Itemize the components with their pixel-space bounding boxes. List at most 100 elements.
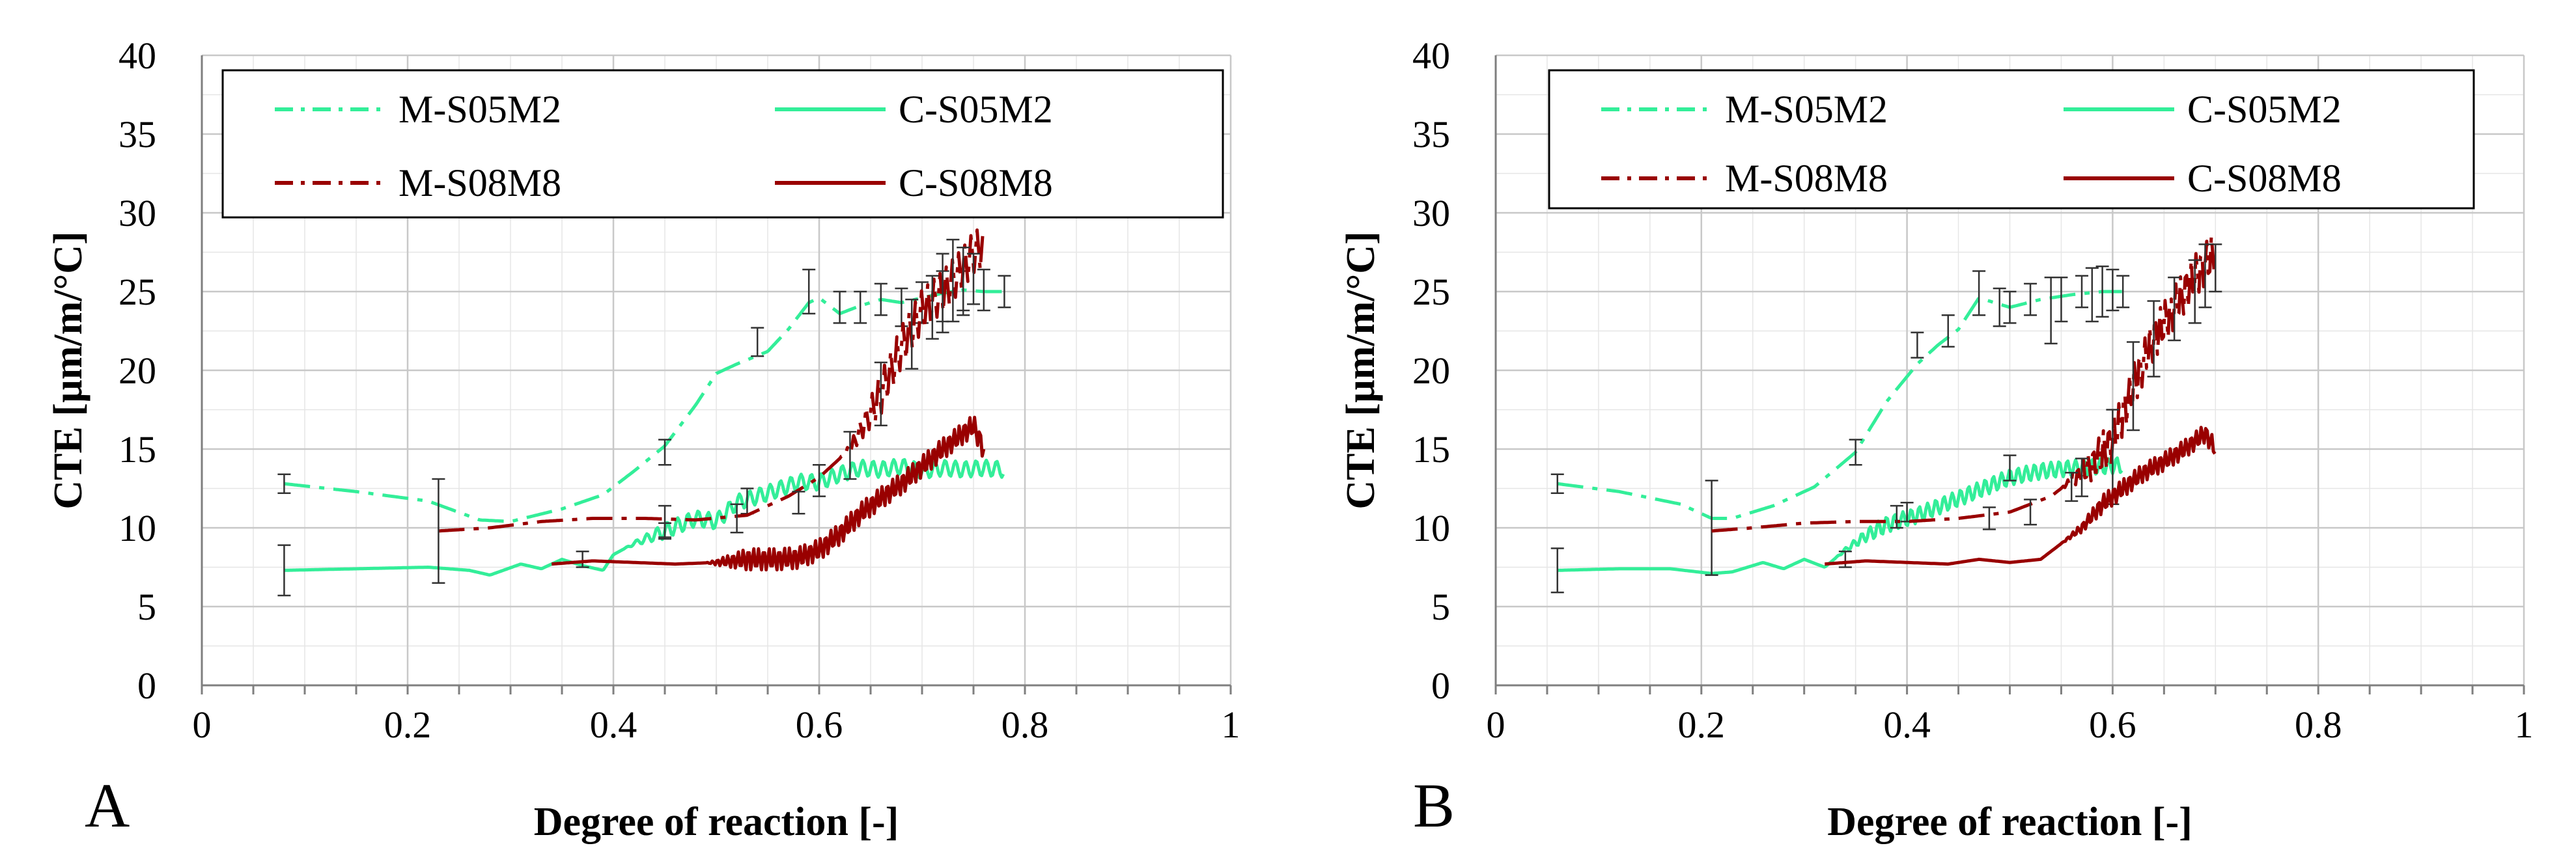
series-line-m-s05m2 bbox=[284, 288, 1003, 523]
error-bar bbox=[2147, 300, 2161, 377]
series-line-c-s08m8 bbox=[551, 415, 986, 571]
panel-label: A bbox=[85, 771, 130, 840]
x-tick-label: 0.6 bbox=[796, 704, 843, 746]
x-tick-label: 0.2 bbox=[1678, 704, 1726, 746]
error-bar bbox=[2116, 275, 2130, 308]
legend-label: C-S08M8 bbox=[899, 161, 1053, 204]
x-axis-title: Degree of reaction [-] bbox=[1827, 800, 2192, 844]
error-bar bbox=[1982, 506, 1996, 530]
x-tick-label: 1 bbox=[1222, 704, 1240, 746]
legend-label: C-S05M2 bbox=[2187, 88, 2342, 131]
series-line-m-s05m2 bbox=[1557, 290, 2122, 520]
error-bar bbox=[2188, 259, 2202, 324]
error-bar bbox=[2168, 276, 2181, 342]
error-bar bbox=[277, 544, 291, 597]
error-bar bbox=[874, 282, 888, 316]
legend-label: M-S05M2 bbox=[1725, 88, 1888, 131]
y-tick-label: 40 bbox=[119, 34, 156, 77]
legend-label: M-S08M8 bbox=[1725, 157, 1888, 200]
y-tick-label: 5 bbox=[137, 586, 156, 628]
error-bar bbox=[2054, 276, 2068, 323]
error-bar bbox=[998, 275, 1011, 308]
error-bar bbox=[2085, 267, 2099, 323]
series-line-c-s05m2 bbox=[284, 458, 1005, 577]
legend-box bbox=[1548, 69, 2475, 210]
error-bar bbox=[1550, 547, 1564, 594]
x-tick-label: 0.8 bbox=[2295, 704, 2342, 746]
error-bar bbox=[957, 246, 970, 312]
error-bar bbox=[874, 361, 888, 426]
error-bar bbox=[905, 298, 919, 370]
error-bar bbox=[1849, 439, 1862, 466]
error-bar bbox=[1890, 504, 1903, 529]
x-tick-label: 1 bbox=[2515, 704, 2534, 746]
y-tick-label: 35 bbox=[1412, 113, 1450, 156]
error-bar bbox=[895, 287, 908, 327]
y-tick-label: 0 bbox=[137, 664, 156, 707]
y-tick-label: 10 bbox=[119, 507, 156, 549]
error-bar bbox=[576, 551, 589, 568]
error-bar bbox=[2106, 268, 2120, 312]
error-bar bbox=[751, 327, 764, 357]
legend-label: C-S05M2 bbox=[899, 88, 1053, 131]
panel-label: B bbox=[1413, 771, 1455, 840]
y-tick-label: 40 bbox=[1412, 34, 1450, 77]
x-tick-label: 0.8 bbox=[1001, 704, 1049, 746]
legend-label: M-S08M8 bbox=[399, 161, 561, 204]
error-bar bbox=[2024, 282, 2037, 316]
y-axis-title: CTE [µm/m/°C] bbox=[46, 231, 91, 509]
x-tick-label: 0 bbox=[1487, 704, 1505, 746]
error-bar bbox=[2065, 472, 2079, 502]
error-bar bbox=[2095, 266, 2109, 318]
error-bar bbox=[2075, 275, 2089, 308]
error-bar bbox=[1911, 331, 1924, 359]
error-bar bbox=[977, 268, 990, 312]
error-bar bbox=[730, 503, 744, 534]
x-tick-label: 0.6 bbox=[2089, 704, 2136, 746]
error-bar bbox=[1993, 287, 2006, 327]
error-bar bbox=[802, 268, 816, 315]
error-bar bbox=[2075, 458, 2089, 497]
error-bar bbox=[2003, 290, 2017, 324]
error-bar bbox=[1705, 480, 1718, 576]
x-axis-title: Degree of reaction [-] bbox=[534, 800, 899, 844]
error-bar bbox=[843, 431, 857, 480]
error-bar bbox=[658, 439, 671, 466]
error-bar bbox=[2126, 341, 2140, 432]
x-tick-label: 0 bbox=[193, 704, 212, 746]
series-line-c-s08m8 bbox=[1825, 426, 2217, 566]
y-tick-label: 5 bbox=[1431, 586, 1450, 628]
error-bar bbox=[277, 473, 291, 495]
y-tick-label: 35 bbox=[119, 113, 156, 156]
error-bar bbox=[432, 478, 445, 584]
error-bar bbox=[1941, 314, 1955, 348]
y-tick-label: 10 bbox=[1412, 507, 1450, 549]
x-tick-label: 0.4 bbox=[1883, 704, 1931, 746]
error-bar bbox=[936, 253, 949, 334]
error-bar bbox=[946, 238, 960, 323]
y-tick-label: 20 bbox=[119, 349, 156, 392]
error-bar bbox=[2044, 276, 2058, 345]
y-tick-label: 30 bbox=[119, 192, 156, 234]
y-axis-title: CTE [µm/m/°C] bbox=[1339, 231, 1383, 509]
legend-label: C-S08M8 bbox=[2187, 157, 2342, 200]
legend-box bbox=[221, 69, 1224, 219]
x-tick-label: 0.4 bbox=[590, 704, 637, 746]
series-line-c-s05m2 bbox=[1557, 456, 2123, 575]
error-bar bbox=[1550, 473, 1564, 495]
legend-label: M-S05M2 bbox=[399, 88, 561, 131]
legend: M-S05M2 C-S05M2 M-S08M8 C-S08M8 bbox=[221, 69, 1224, 219]
error-bar bbox=[1972, 270, 1986, 316]
error-bar bbox=[2209, 243, 2222, 293]
y-tick-label: 15 bbox=[119, 428, 156, 471]
error-bar bbox=[2003, 454, 2017, 482]
series-line-m-s08m8 bbox=[438, 226, 985, 533]
y-tick-label: 0 bbox=[1431, 664, 1450, 707]
error-bar bbox=[792, 491, 805, 515]
legend: M-S05M2 C-S05M2 M-S08M8 C-S08M8 bbox=[1548, 69, 2475, 210]
error-bar bbox=[967, 253, 980, 305]
error-bar bbox=[2024, 499, 2037, 526]
